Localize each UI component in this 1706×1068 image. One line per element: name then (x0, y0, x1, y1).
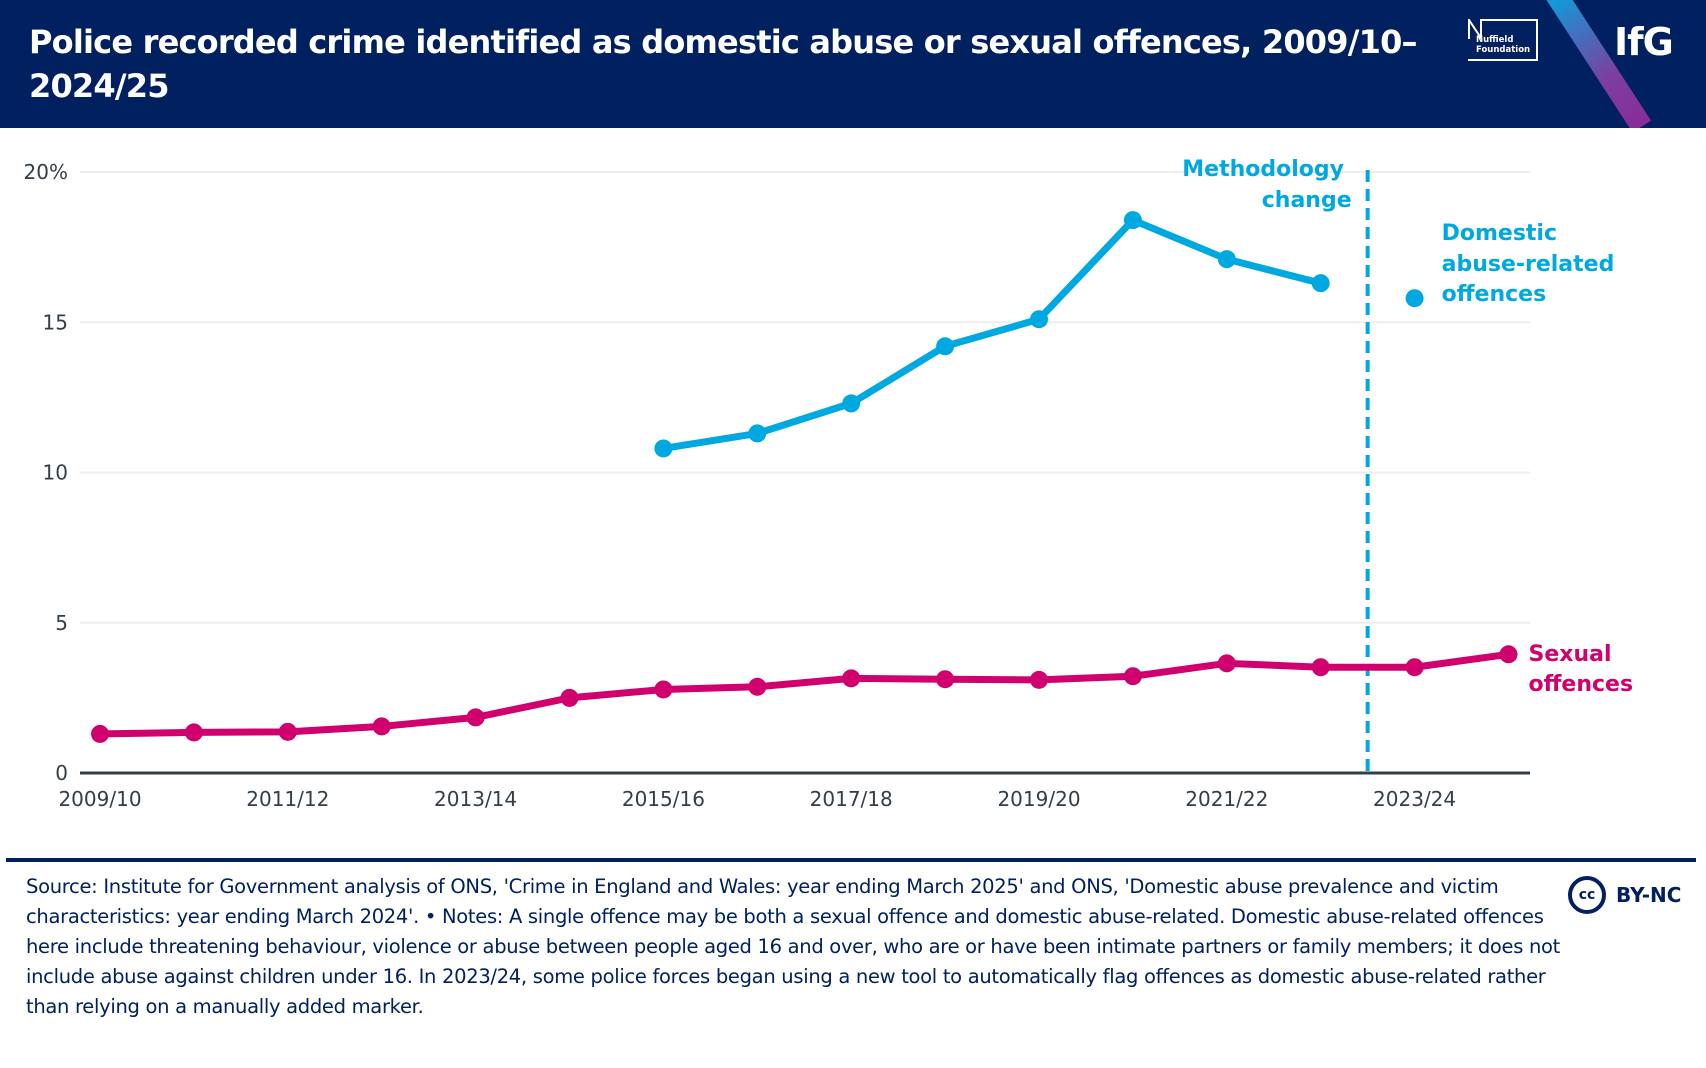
sexual-series-label: Sexual offences (1529, 642, 1634, 697)
y-tick-label: 10 (43, 461, 68, 485)
x-tick-label: 2019/20 (997, 787, 1080, 811)
data-point (1030, 670, 1048, 689)
data-point (1217, 250, 1236, 269)
x-tick-label: 2021/22 (1185, 787, 1268, 811)
data-point (1405, 658, 1424, 677)
series-sexual-offences (91, 645, 1518, 743)
y-tick-label: 0 (55, 761, 68, 785)
nuffield-foundation-logo: Nuffield Foundation (1468, 19, 1538, 61)
y-axis-ticks: 0 5 10 15 20% (24, 160, 68, 785)
data-point (466, 708, 485, 727)
x-axis-ticks: 2009/10 2011/12 2013/14 2015/16 2017/18 2019/… (58, 787, 1456, 811)
data-point (1217, 654, 1236, 673)
x-tick-label: 2015/16 (622, 787, 705, 811)
sexual-label-line2: offences (1529, 672, 1634, 697)
domestic-label-line1: Domestic (1442, 221, 1557, 246)
nuffield-logo-text: Nuffield Foundation (1476, 35, 1530, 55)
license-text: BY-NC (1616, 883, 1682, 907)
y-tick-label: 20% (24, 160, 68, 184)
domestic-label-line2: abuse-related (1442, 252, 1615, 277)
data-point (91, 724, 109, 743)
data-point (1499, 645, 1518, 664)
source-notes: Source: Institute for Government analysi… (26, 875, 1561, 1018)
ifg-logo: IfG (1614, 20, 1674, 64)
methodology-label-line2: change (1262, 188, 1352, 213)
data-point (748, 424, 767, 443)
data-point (936, 337, 955, 356)
x-tick-label: 2011/12 (246, 787, 329, 811)
data-point (1123, 211, 1142, 230)
data-point (842, 669, 861, 688)
data-point (1311, 274, 1330, 293)
logo-frame-line (1482, 19, 1536, 21)
creative-commons-icon: cc (1568, 876, 1606, 914)
chart-title: Police recorded crime identified as dome… (29, 23, 1418, 105)
nuffield-n-icon (1468, 19, 1482, 39)
domestic-series-label: Domestic abuse-related offences (1442, 221, 1622, 307)
gridlines (80, 171, 1530, 624)
footer-divider (6, 858, 1696, 862)
data-point (936, 670, 955, 689)
domestic-label-line3: offences (1442, 282, 1547, 307)
data-point (1311, 658, 1330, 677)
x-tick-label: 2013/14 (434, 787, 517, 811)
data-point (842, 394, 861, 413)
data-point (1123, 667, 1142, 686)
data-point (654, 680, 673, 699)
y-tick-label: 15 (43, 310, 68, 334)
data-point (372, 717, 391, 736)
data-point (748, 677, 767, 696)
data-point (654, 439, 673, 458)
x-tick-label: 2023/24 (1373, 787, 1456, 811)
nuffield-logo-line1: Nuffield (1476, 35, 1514, 45)
x-tick-label: 2009/10 (58, 787, 141, 811)
series-group (91, 211, 1518, 743)
series-domestic-abuse (654, 211, 1424, 458)
license-badge: cc BY-NC (1568, 876, 1681, 914)
data-point-isolated (1405, 289, 1424, 308)
series-line (662, 216, 1322, 452)
cc-icon-text: cc (1578, 887, 1596, 903)
sexual-label-line1: Sexual (1529, 642, 1612, 667)
data-point (184, 723, 203, 742)
chart-header: Police recorded crime identified as dome… (0, 0, 1706, 128)
methodology-change-label: Methodology change (1182, 157, 1351, 213)
series-line (99, 650, 1509, 738)
data-point (1030, 310, 1048, 329)
nuffield-logo-line2: Foundation (1476, 45, 1531, 55)
x-tick-label: 2017/18 (810, 787, 893, 811)
data-point (278, 722, 297, 741)
data-point (560, 688, 579, 707)
methodology-label-line1: Methodology (1182, 157, 1344, 182)
y-tick-label: 5 (55, 611, 68, 635)
